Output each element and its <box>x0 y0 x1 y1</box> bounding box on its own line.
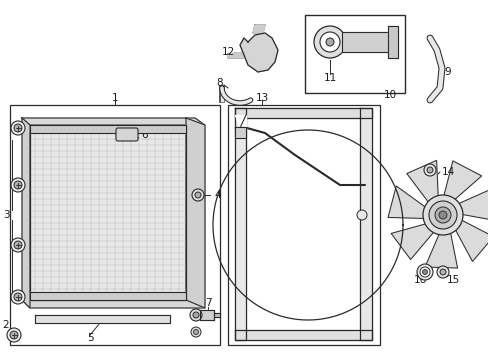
Polygon shape <box>424 231 457 268</box>
Circle shape <box>416 264 432 280</box>
Text: 12: 12 <box>221 47 234 57</box>
Circle shape <box>356 210 366 220</box>
Bar <box>305 15 404 93</box>
Text: 6: 6 <box>142 130 148 140</box>
Polygon shape <box>252 25 264 33</box>
Text: 14: 14 <box>441 167 454 177</box>
Text: 16: 16 <box>412 275 426 285</box>
Circle shape <box>195 192 201 198</box>
Polygon shape <box>240 33 278 72</box>
Circle shape <box>192 189 203 201</box>
Text: 5: 5 <box>86 333 93 343</box>
Text: 7: 7 <box>204 298 211 308</box>
Polygon shape <box>35 315 170 323</box>
Polygon shape <box>359 108 371 340</box>
Polygon shape <box>456 189 488 221</box>
Text: 4: 4 <box>214 190 221 200</box>
Circle shape <box>193 312 199 318</box>
Polygon shape <box>200 310 214 320</box>
Circle shape <box>439 269 445 275</box>
Polygon shape <box>227 52 244 58</box>
Text: 10: 10 <box>383 90 396 100</box>
Polygon shape <box>390 224 434 260</box>
Polygon shape <box>406 160 437 203</box>
Text: 15: 15 <box>446 275 459 285</box>
Polygon shape <box>235 108 371 118</box>
Text: 2: 2 <box>2 320 9 330</box>
Circle shape <box>422 270 427 274</box>
Polygon shape <box>30 125 185 133</box>
Circle shape <box>191 327 201 337</box>
Circle shape <box>438 211 446 219</box>
Circle shape <box>325 38 333 46</box>
Circle shape <box>319 32 339 52</box>
Circle shape <box>10 331 18 339</box>
Circle shape <box>14 241 22 249</box>
Text: 1: 1 <box>111 93 118 103</box>
FancyBboxPatch shape <box>116 128 138 141</box>
Polygon shape <box>443 161 481 201</box>
Circle shape <box>423 164 435 176</box>
Circle shape <box>14 124 22 132</box>
Text: 9: 9 <box>444 67 450 77</box>
Polygon shape <box>30 292 185 300</box>
Polygon shape <box>341 32 394 52</box>
Circle shape <box>11 178 25 192</box>
Circle shape <box>190 309 202 321</box>
Polygon shape <box>22 118 204 125</box>
Text: 13: 13 <box>255 93 268 103</box>
Bar <box>227 105 379 345</box>
Polygon shape <box>387 186 426 219</box>
Circle shape <box>193 329 198 334</box>
Polygon shape <box>30 125 185 300</box>
Polygon shape <box>454 220 488 261</box>
Circle shape <box>436 266 448 278</box>
Polygon shape <box>185 118 204 308</box>
Circle shape <box>313 26 346 58</box>
Polygon shape <box>235 127 245 138</box>
Polygon shape <box>235 108 245 340</box>
Circle shape <box>11 121 25 135</box>
Text: 8: 8 <box>216 78 223 88</box>
Polygon shape <box>235 115 245 128</box>
Polygon shape <box>387 26 397 58</box>
Circle shape <box>419 267 429 277</box>
Circle shape <box>14 181 22 189</box>
Polygon shape <box>235 330 371 340</box>
Polygon shape <box>22 118 30 308</box>
Bar <box>10 105 220 345</box>
Circle shape <box>14 293 22 301</box>
Text: 11: 11 <box>323 73 336 83</box>
Circle shape <box>422 195 462 235</box>
Circle shape <box>11 238 25 252</box>
Circle shape <box>11 290 25 304</box>
Text: 3: 3 <box>2 210 9 220</box>
Circle shape <box>7 328 21 342</box>
Polygon shape <box>22 300 204 308</box>
Circle shape <box>426 167 432 173</box>
Circle shape <box>434 207 450 223</box>
Circle shape <box>428 201 456 229</box>
Polygon shape <box>214 313 220 317</box>
